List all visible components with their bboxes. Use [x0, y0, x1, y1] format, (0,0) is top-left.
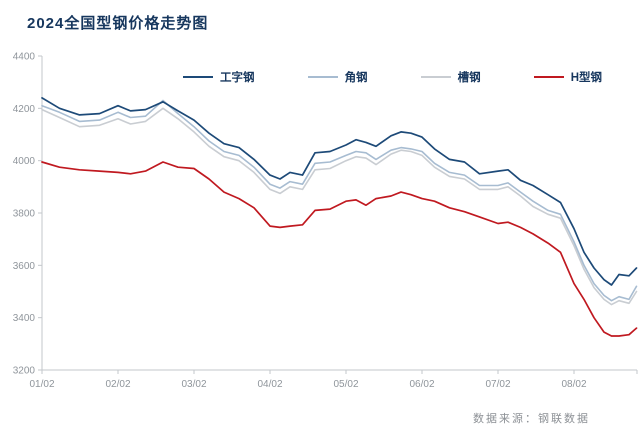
x-tick-label: 06/02 — [409, 379, 434, 390]
series-line-channel-steel — [41, 107, 638, 306]
x-tick-label: 03/02 — [181, 379, 206, 390]
chart-legend: 工字钢 角钢 槽钢 H型钢 — [183, 69, 602, 85]
legend-line-swatch — [533, 76, 564, 78]
series-line-i-beam — [41, 97, 638, 286]
y-tick-label: 4400 — [13, 52, 36, 63]
legend-label: H型钢 — [570, 72, 602, 84]
x-tick-label: 08/02 — [561, 379, 586, 390]
data-source-note: 数据来源：钢联数据 — [473, 413, 590, 425]
y-tick-label: 4200 — [13, 104, 36, 115]
x-tick-label: 04/02 — [257, 379, 282, 390]
y-tick-label: 3200 — [13, 366, 36, 377]
legend-item-angle-steel: 角钢 — [307, 69, 368, 85]
series-line-h-beam — [41, 161, 638, 337]
legend-item-h-beam: H型钢 — [533, 69, 602, 85]
legend-line-swatch — [183, 76, 213, 78]
legend-label: 槽钢 — [457, 72, 481, 84]
y-tick-label: 3400 — [13, 313, 36, 324]
legend-item-channel-steel: 槽钢 — [420, 69, 481, 85]
legend-item-i-beam: 工字钢 — [183, 69, 255, 85]
legend-line-swatch — [307, 76, 338, 78]
x-tick-label: 07/02 — [485, 379, 510, 390]
page-title: 2024全国型钢价格走势图 — [27, 15, 209, 32]
legend-label: 工字钢 — [220, 72, 255, 84]
x-tick-label: 05/02 — [333, 379, 358, 390]
y-tick-label: 3600 — [13, 261, 36, 272]
legend-label: 角钢 — [344, 72, 368, 84]
y-tick-label: 4000 — [13, 156, 36, 167]
series-line-angle-steel — [41, 99, 638, 302]
x-tick-label: 01/02 — [29, 379, 54, 390]
y-tick-label: 3800 — [13, 209, 36, 220]
legend-line-swatch — [420, 76, 451, 78]
x-tick-label: 02/02 — [105, 379, 130, 390]
